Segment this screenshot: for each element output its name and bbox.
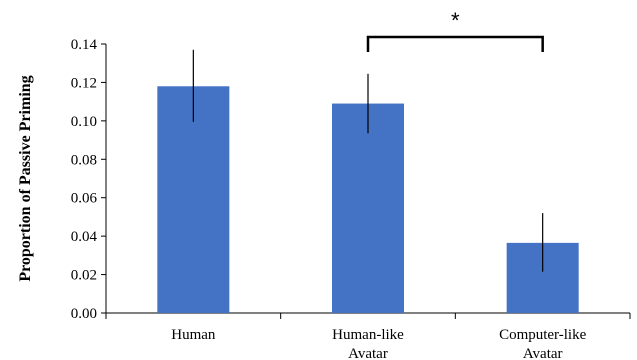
x-category-label-line: Human xyxy=(171,327,216,343)
y-axis-title-group: Proportion of Passive Priming xyxy=(17,75,34,281)
y-tick-label: 0.00 xyxy=(71,306,97,322)
y-tick-label: 0.02 xyxy=(71,268,97,284)
significance-annotations: * xyxy=(366,8,544,52)
x-category-label-line: Avatar xyxy=(523,346,563,360)
bars xyxy=(157,86,579,314)
x-category-label-line: Avatar xyxy=(348,346,388,360)
error-bars xyxy=(192,49,544,272)
y-tick-label: 0.10 xyxy=(71,114,97,130)
bar xyxy=(332,103,404,313)
y-axis-title: Proportion of Passive Priming xyxy=(17,75,34,281)
significance-marker: * xyxy=(451,8,460,33)
x-category-label: Computer-like Avatar xyxy=(499,327,587,360)
y-tick-label: 0.04 xyxy=(71,229,98,245)
category-labels: Human Human-like Avatar Computer-like Avatar xyxy=(171,327,586,360)
bar xyxy=(157,86,230,314)
x-category-label-line: Human-like xyxy=(332,327,404,343)
y-axis-ticks: 0.00 0.02 0.04 0.06 0.08 0.10 0.12 0.14 xyxy=(71,37,106,322)
x-category-label: Human-like Avatar xyxy=(332,327,404,360)
significance-bracket xyxy=(366,35,544,52)
y-tick-label: 0.06 xyxy=(71,191,98,207)
y-tick-label: 0.12 xyxy=(71,75,97,91)
y-tick-label: 0.08 xyxy=(71,152,97,168)
y-tick-label: 0.14 xyxy=(71,37,98,53)
x-category-label-line: Computer-like xyxy=(499,327,587,343)
x-category-label: Human xyxy=(171,327,216,343)
